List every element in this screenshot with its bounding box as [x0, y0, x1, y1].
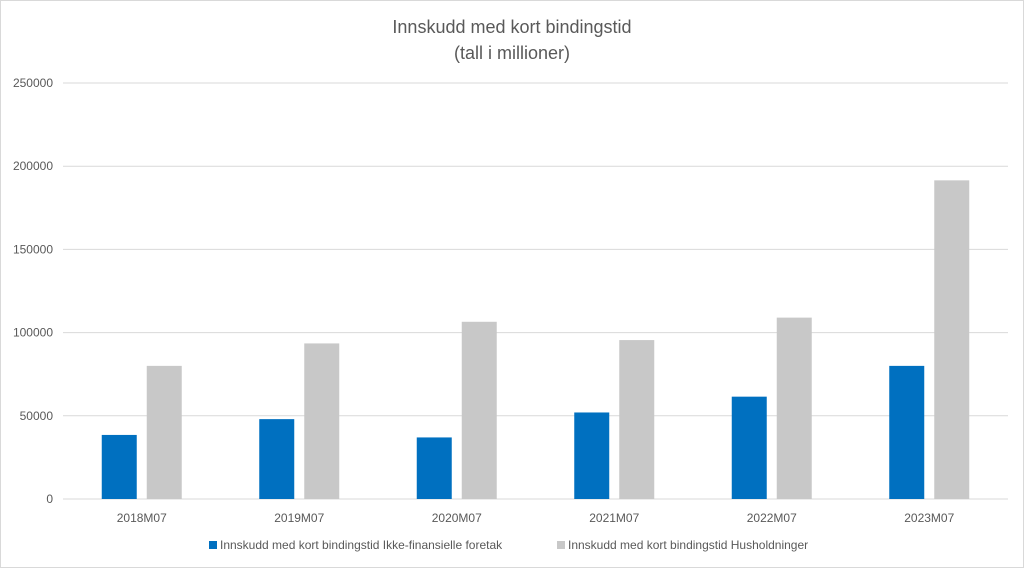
bar-husholdninger [619, 340, 655, 499]
y-axis-ticks: 0 50000 100000 150000 200000 250000 [13, 76, 53, 506]
legend: Innskudd med kort bindingstid Ikke-finan… [209, 538, 808, 552]
bar-foretak [731, 396, 767, 499]
y-tick-label: 100000 [13, 326, 53, 340]
legend-label: Innskudd med kort bindingstid Ikke-finan… [220, 538, 503, 552]
chart-subtitle: (tall i millioner) [454, 43, 570, 63]
bar-foretak [574, 412, 610, 499]
bar-foretak [889, 365, 925, 499]
bar-husholdninger [304, 343, 340, 499]
x-tick-label: 2021M07 [589, 511, 639, 525]
bar-husholdninger [146, 365, 182, 499]
bar-foretak [101, 434, 137, 499]
y-tick-label: 150000 [13, 242, 53, 256]
x-axis-ticks: 2018M07 2019M07 2020M07 2021M07 2022M07 2023M… [117, 511, 955, 525]
bar-foretak [259, 419, 295, 499]
legend-swatch [209, 541, 217, 549]
x-tick-label: 2018M07 [117, 511, 167, 525]
x-tick-label: 2022M07 [747, 511, 797, 525]
x-tick-label: 2023M07 [904, 511, 954, 525]
x-tick-label: 2019M07 [274, 511, 324, 525]
bar-husholdninger [776, 317, 812, 499]
y-tick-label: 200000 [13, 159, 53, 173]
bar-husholdninger [461, 321, 497, 499]
bar-foretak [416, 437, 452, 499]
bar-husholdninger [934, 180, 970, 499]
legend-label: Innskudd med kort bindingstid Husholdnin… [568, 538, 808, 552]
chart-title: Innskudd med kort bindingstid [392, 17, 631, 37]
x-tick-label: 2020M07 [432, 511, 482, 525]
y-tick-label: 50000 [20, 409, 54, 423]
legend-swatch [557, 541, 565, 549]
bars [101, 180, 970, 499]
y-tick-label: 0 [46, 492, 53, 506]
gridlines [63, 82, 1008, 500]
y-tick-label: 250000 [13, 76, 53, 90]
